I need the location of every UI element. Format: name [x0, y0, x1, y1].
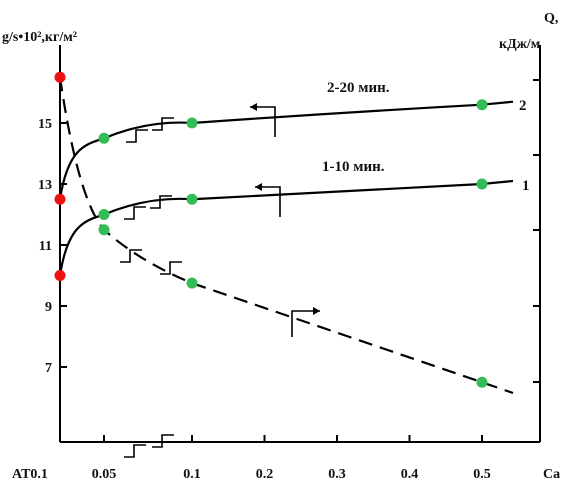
x-first-tick-label: AT0.1: [12, 467, 48, 482]
break-mark-lower: [120, 249, 142, 263]
y-left-tick-label: 7: [45, 361, 52, 376]
y-right-axis-title-line1: Q,: [544, 11, 558, 26]
break-mark-mid: [150, 195, 172, 209]
x-tick-label: 0.5: [473, 467, 491, 482]
data-point: [98, 132, 110, 144]
arrow-curve-1-head: [255, 183, 262, 191]
x-tick-label: 0.05: [92, 467, 117, 482]
data-point: [98, 224, 110, 236]
curve-2-annotation: 2-20 мин.: [327, 80, 390, 96]
right-y-ticks: [533, 79, 540, 383]
start-point: [54, 270, 66, 281]
x-ticks: 0.05 0.1 0.2 0.3 0.4 0.5: [92, 435, 491, 482]
data-point: [476, 99, 488, 111]
y-left-axis-title: g/s•10²,кг/м²: [2, 30, 77, 45]
break-mark-mid: [124, 206, 146, 220]
arrow-dashed-head: [313, 307, 320, 315]
y-left-tick-label: 15: [38, 117, 52, 132]
start-point: [54, 193, 66, 205]
left-y-ticks: 7 9 11 13 15: [38, 117, 67, 376]
arrow-dashed: [291, 310, 320, 337]
break-mark-axis: [124, 444, 146, 458]
data-point: [186, 117, 198, 129]
y-left-tick-label: 11: [39, 239, 52, 254]
data-point: [476, 178, 488, 190]
x-tick-label: 0.4: [401, 467, 419, 482]
arrow-curve-2: [250, 106, 276, 137]
curve-1-annotation: 1-10 мин.: [322, 159, 385, 175]
data-point: [186, 193, 198, 205]
x-axis-title: Ca: [543, 467, 560, 482]
curve-1-label: 1: [522, 178, 530, 194]
data-point: [476, 376, 488, 388]
axis-break-marks: [120, 117, 182, 458]
break-mark-axis: [152, 434, 174, 448]
axis-indicator-arrows: [250, 103, 320, 337]
data-point: [186, 277, 198, 289]
x-tick-label: 0.2: [256, 467, 274, 482]
y-left-tick-label: 13: [38, 178, 52, 193]
y-left-tick-label: 9: [45, 300, 52, 315]
data-points: [54, 71, 488, 388]
arrow-curve-2-head: [250, 103, 257, 111]
x-tick-label: 0.1: [183, 467, 201, 482]
curve-2-label: 2: [519, 98, 527, 114]
start-point: [54, 71, 66, 83]
break-mark-top: [126, 129, 148, 143]
break-mark-lower: [160, 261, 182, 275]
arrow-curve-1: [255, 186, 281, 217]
data-point: [98, 209, 110, 220]
x-tick-label: 0.3: [328, 467, 346, 482]
axes: [59, 45, 541, 443]
y-right-axis-title-line2: кДж/м: [499, 37, 541, 52]
